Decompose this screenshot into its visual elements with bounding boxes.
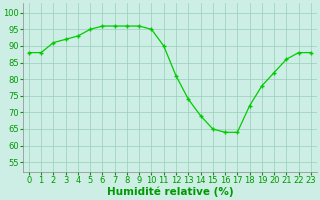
- X-axis label: Humidité relative (%): Humidité relative (%): [107, 187, 233, 197]
